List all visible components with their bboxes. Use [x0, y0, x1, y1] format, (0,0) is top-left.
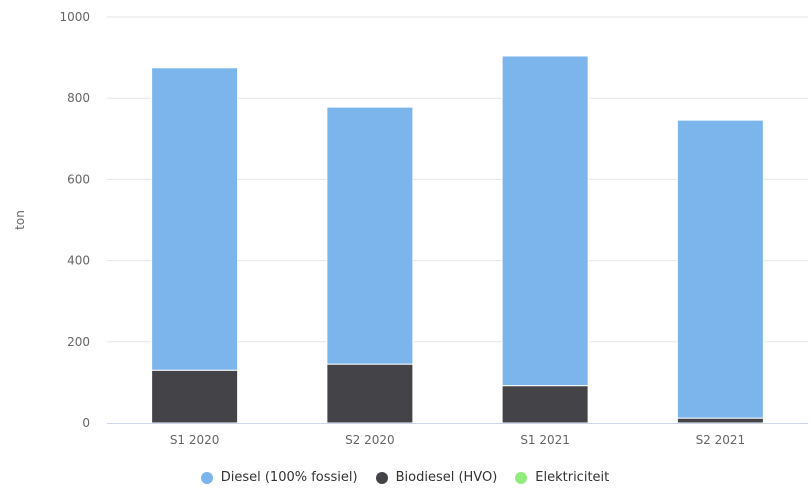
- legend: Diesel (100% fossiel) Biodiesel (HVO) Elek…: [0, 470, 810, 485]
- y-axis-ticks: 0 200 400 600 800 1000: [59, 10, 90, 430]
- legend-label: Diesel (100% fossiel): [220, 470, 358, 485]
- bar-segment[interactable]: [501, 55, 589, 387]
- y-tick-label: 400: [67, 254, 90, 268]
- y-tick-label: 0: [82, 416, 90, 430]
- y-tick-label: 1000: [59, 10, 90, 24]
- legend-marker-icon: [515, 471, 528, 484]
- legend-marker-icon: [375, 471, 388, 484]
- x-tick-label: S2 2021: [696, 433, 746, 447]
- bar-segment[interactable]: [676, 119, 764, 419]
- y-tick-label: 800: [67, 91, 90, 105]
- legend-item[interactable]: Diesel (100% fossiel): [200, 470, 358, 485]
- x-axis-ticks: S1 2020 S2 2020 S1 2021 S2 2021: [170, 433, 745, 447]
- y-tick-label: 200: [67, 335, 90, 349]
- x-tick-label: S1 2021: [520, 433, 570, 447]
- legend-label: Elektriciteit: [535, 470, 610, 485]
- bar-segment[interactable]: [151, 67, 239, 371]
- legend-label: Biodiesel (HVO): [395, 470, 498, 485]
- bars: [151, 55, 764, 424]
- bar-segment[interactable]: [151, 369, 239, 424]
- x-tick-label: S2 2020: [345, 433, 395, 447]
- bar-segment[interactable]: [676, 417, 764, 424]
- legend-item[interactable]: Elektriciteit: [515, 470, 609, 485]
- legend-item[interactable]: Biodiesel (HVO): [375, 470, 498, 485]
- bar-segment[interactable]: [326, 363, 414, 424]
- bar-segment[interactable]: [501, 385, 589, 424]
- y-tick-label: 600: [67, 172, 90, 186]
- bar-segment[interactable]: [326, 106, 414, 365]
- y-axis-label: ton: [13, 210, 27, 230]
- legend-marker-icon: [200, 471, 213, 484]
- x-tick-label: S1 2020: [170, 433, 220, 447]
